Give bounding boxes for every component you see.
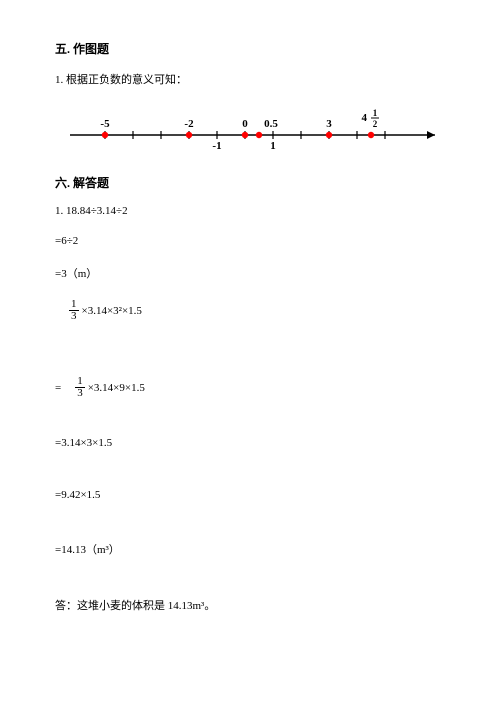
fraction-1-3-b: 1 3 bbox=[75, 376, 85, 399]
eq-line-3: =3（m） bbox=[55, 265, 445, 281]
eq-line-8: =14.13（m³） bbox=[55, 541, 445, 557]
eq-line-6: =3.14×3×1.5 bbox=[55, 437, 445, 449]
svg-text:-1: -1 bbox=[212, 140, 221, 152]
eq-line-5-tail: ×3.14×9×1.5 bbox=[88, 382, 145, 394]
eq-line-4-tail: ×3.14×3²×1.5 bbox=[82, 305, 142, 317]
svg-text:1: 1 bbox=[270, 140, 276, 152]
eq-line-2: =6÷2 bbox=[55, 235, 445, 247]
svg-text:3: 3 bbox=[326, 118, 332, 130]
section5-title: 五. 作图题 bbox=[55, 40, 445, 57]
svg-text:-2: -2 bbox=[184, 118, 194, 130]
section5-q1: 1. 根据正负数的意义可知： bbox=[55, 71, 445, 87]
svg-text:4: 4 bbox=[362, 112, 368, 124]
eq-line-4: 1 3 ×3.14×3²×1.5 bbox=[69, 299, 445, 322]
section6-title: 六. 解答题 bbox=[55, 174, 445, 191]
eq-line-5: = 1 3 ×3.14×9×1.5 bbox=[55, 376, 445, 399]
svg-text:2: 2 bbox=[373, 119, 378, 129]
svg-text:0.5: 0.5 bbox=[264, 118, 278, 130]
number-line-figure: -5-200.53412-11 bbox=[55, 105, 445, 160]
svg-text:1: 1 bbox=[373, 108, 378, 118]
answer-line: 答：这堆小麦的体积是 14.13m³。 bbox=[55, 597, 445, 613]
svg-text:-5: -5 bbox=[100, 118, 110, 130]
fraction-1-3-a: 1 3 bbox=[69, 299, 79, 322]
eq-line-1: 1. 18.84÷3.14÷2 bbox=[55, 205, 445, 217]
svg-text:0: 0 bbox=[242, 118, 248, 130]
eq-line-7: =9.42×1.5 bbox=[55, 489, 445, 501]
